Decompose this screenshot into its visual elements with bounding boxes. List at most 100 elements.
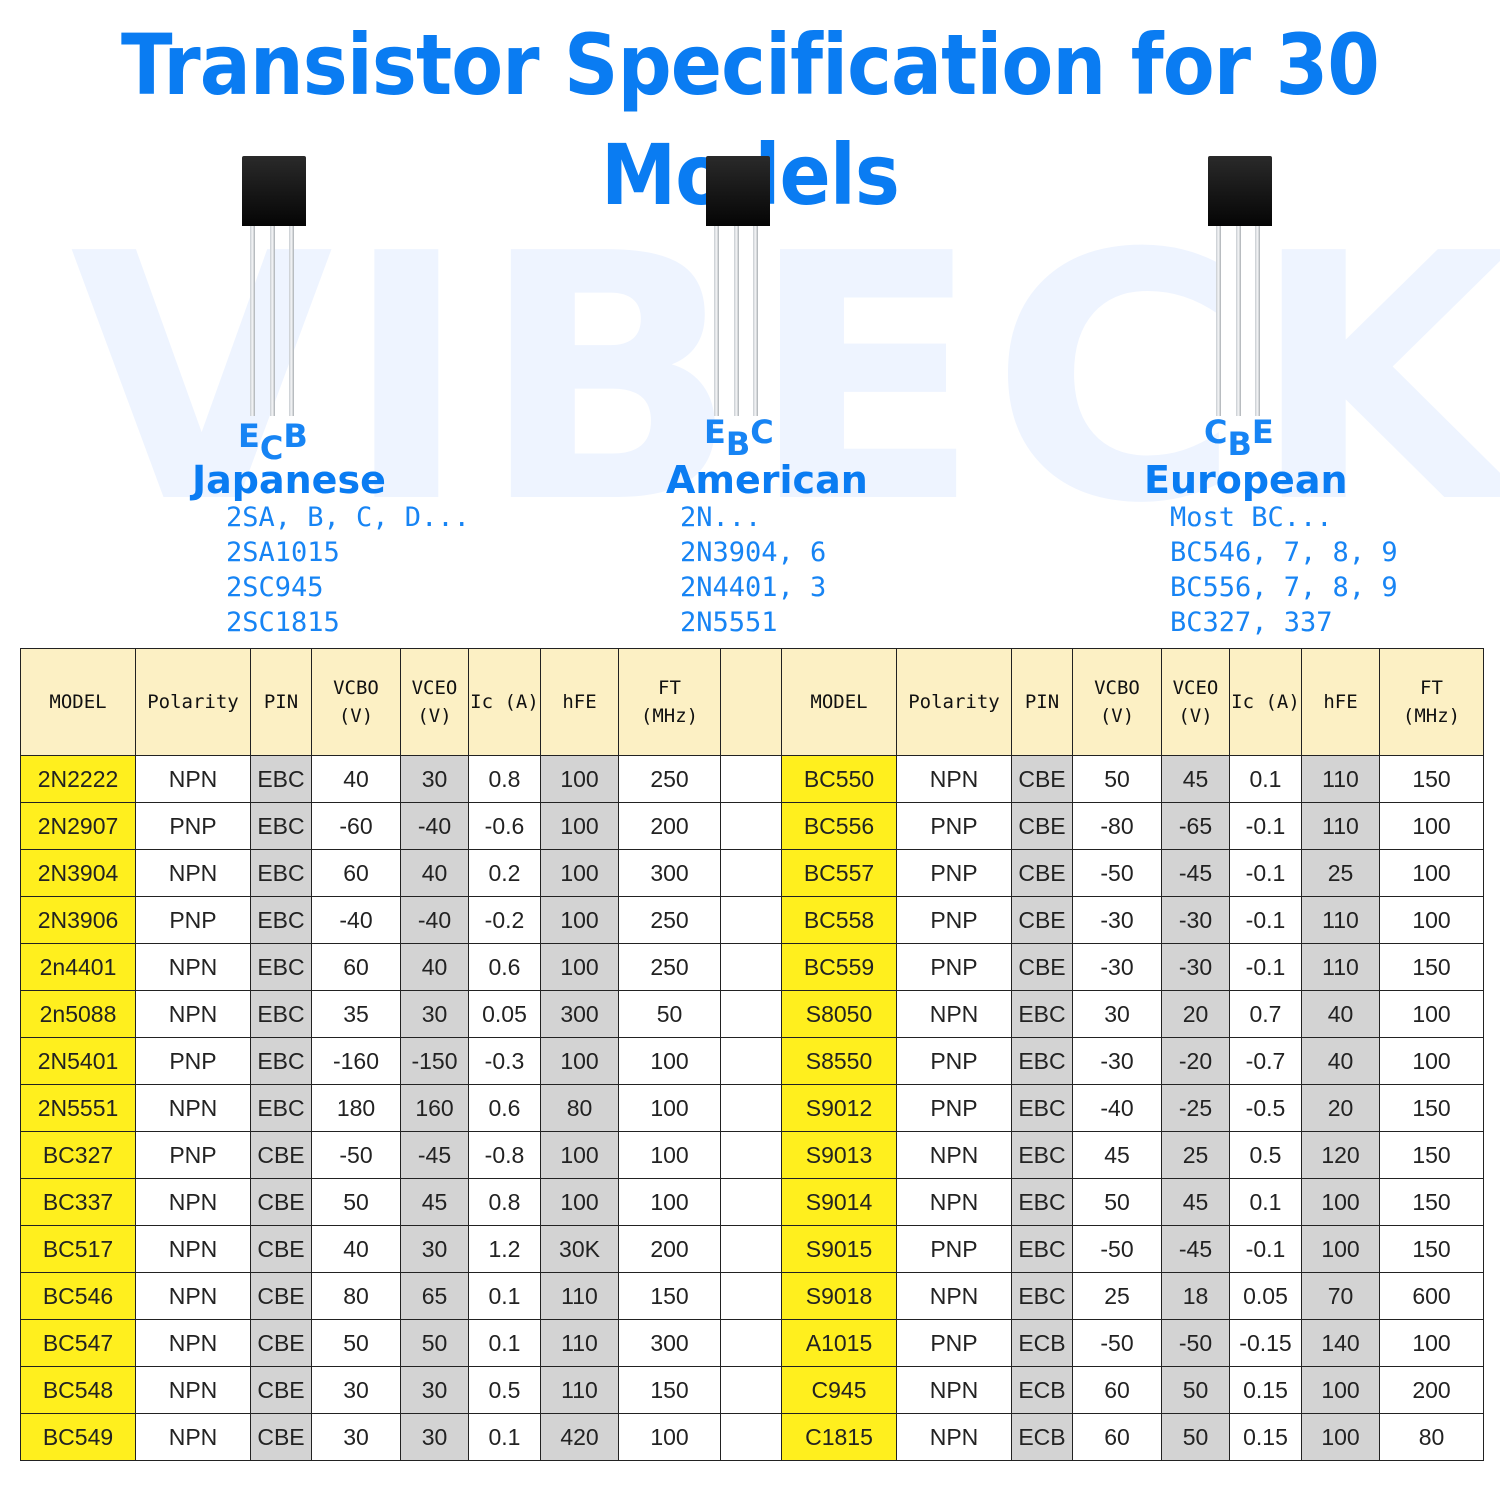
right-header-vcbo: VCBO (V) — [1072, 648, 1162, 756]
right-cell-pin: CBE — [1011, 896, 1073, 944]
right-cell-vcbo: 50 — [1072, 1178, 1162, 1226]
pin-order-label: CBE — [1204, 413, 1274, 463]
left-header-polarity: Polarity — [135, 648, 251, 756]
header-spacer — [720, 648, 782, 756]
row-spacer — [720, 802, 782, 850]
right-cell-model: BC557 — [781, 849, 897, 897]
watermark-logo: VIBECK — [70, 182, 1500, 578]
left-cell-polarity: NPN — [135, 1366, 251, 1414]
right-cell-hfe: 25 — [1301, 849, 1380, 897]
right-header-vceo: VCEO (V) — [1161, 648, 1230, 756]
right-cell-vcbo: -30 — [1072, 943, 1162, 991]
right-cell-polarity: NPN — [896, 1413, 1012, 1461]
right-cell-vceo: -30 — [1161, 943, 1230, 991]
right-cell-ft: 100 — [1379, 1319, 1484, 1367]
left-cell-ft: 100 — [618, 1413, 721, 1461]
right-cell-vcbo: -50 — [1072, 1319, 1162, 1367]
right-cell-vceo: 25 — [1161, 1131, 1230, 1179]
left-cell-ft: 50 — [618, 990, 721, 1038]
left-cell-polarity: PNP — [135, 1131, 251, 1179]
table-row: BC549 NPN CBE 30 30 0.1 420 100 C1815 NPN ECB 60 50 0… — [20, 1413, 1484, 1461]
left-cell-pin: EBC — [250, 802, 312, 850]
to92-transistor-icon — [1208, 156, 1278, 416]
left-cell-pin: EBC — [250, 990, 312, 1038]
left-header-hfe: hFE — [540, 648, 619, 756]
left-cell-hfe: 100 — [540, 1178, 619, 1226]
left-cell-ft: 200 — [618, 802, 721, 850]
right-cell-ft: 100 — [1379, 802, 1484, 850]
row-spacer — [720, 990, 782, 1038]
right-cell-vcbo: 45 — [1072, 1131, 1162, 1179]
right-header-hfe: hFE — [1301, 648, 1380, 756]
right-cell-ft: 100 — [1379, 896, 1484, 944]
left-cell-vceo: 50 — [400, 1319, 469, 1367]
left-cell-model: BC337 — [20, 1178, 136, 1226]
to92-transistor-icon — [242, 156, 312, 416]
left-cell-ic: 0.1 — [468, 1272, 541, 1320]
left-cell-model: 2N3904 — [20, 849, 136, 897]
right-cell-pin: ECB — [1011, 1366, 1073, 1414]
left-cell-vceo: -45 — [400, 1131, 469, 1179]
left-cell-pin: CBE — [250, 1272, 312, 1320]
left-cell-model: 2N2907 — [20, 802, 136, 850]
left-cell-ic: 0.05 — [468, 990, 541, 1038]
row-spacer — [720, 1413, 782, 1461]
left-cell-model: BC547 — [20, 1319, 136, 1367]
left-cell-vceo: -40 — [400, 896, 469, 944]
left-cell-ic: 0.6 — [468, 1084, 541, 1132]
right-cell-hfe: 120 — [1301, 1131, 1380, 1179]
right-cell-vcbo: -30 — [1072, 1037, 1162, 1085]
right-cell-polarity: NPN — [896, 1131, 1012, 1179]
left-cell-vcbo: 50 — [311, 1178, 401, 1226]
left-cell-pin: CBE — [250, 1178, 312, 1226]
left-cell-vcbo: 60 — [311, 943, 401, 991]
left-cell-polarity: PNP — [135, 896, 251, 944]
left-cell-ft: 100 — [618, 1131, 721, 1179]
right-cell-ic: 0.7 — [1229, 990, 1302, 1038]
pin-order-label: ECB — [238, 417, 308, 467]
row-spacer — [720, 1272, 782, 1320]
left-cell-vcbo: 180 — [311, 1084, 401, 1132]
left-cell-pin: EBC — [250, 943, 312, 991]
left-cell-ft: 150 — [618, 1366, 721, 1414]
right-cell-model: S9013 — [781, 1131, 897, 1179]
left-cell-polarity: NPN — [135, 755, 251, 803]
right-cell-pin: ECB — [1011, 1319, 1073, 1367]
left-cell-ft: 250 — [618, 755, 721, 803]
right-cell-hfe: 100 — [1301, 1413, 1380, 1461]
left-cell-vceo: 65 — [400, 1272, 469, 1320]
left-cell-model: 2N5401 — [20, 1037, 136, 1085]
left-cell-ic: 0.1 — [468, 1413, 541, 1461]
right-cell-vcbo: -50 — [1072, 1225, 1162, 1273]
table-row: 2n5088 NPN EBC 35 30 0.05 300 50 S8050 NPN EBC 30 20… — [20, 990, 1484, 1038]
right-header-ic: Ic (A) — [1229, 648, 1302, 756]
row-spacer — [720, 1084, 782, 1132]
left-cell-hfe: 110 — [540, 1272, 619, 1320]
right-cell-polarity: PNP — [896, 1037, 1012, 1085]
right-cell-pin: EBC — [1011, 1225, 1073, 1273]
left-cell-ic: -0.3 — [468, 1037, 541, 1085]
left-cell-polarity: PNP — [135, 802, 251, 850]
left-cell-vceo: 30 — [400, 1413, 469, 1461]
left-cell-model: BC548 — [20, 1366, 136, 1414]
left-cell-hfe: 100 — [540, 943, 619, 991]
left-cell-hfe: 100 — [540, 1037, 619, 1085]
right-cell-ic: 0.1 — [1229, 755, 1302, 803]
right-cell-model: S9018 — [781, 1272, 897, 1320]
left-cell-ft: 150 — [618, 1272, 721, 1320]
left-cell-ic: -0.6 — [468, 802, 541, 850]
table-row: 2N3906 PNP EBC -40 -40 -0.2 100 250 BC558 PNP CBE -… — [20, 896, 1484, 944]
right-cell-ic: -0.5 — [1229, 1084, 1302, 1132]
left-cell-ic: 1.2 — [468, 1225, 541, 1273]
right-cell-ft: 600 — [1379, 1272, 1484, 1320]
right-cell-pin: CBE — [1011, 755, 1073, 803]
right-cell-ic: -0.15 — [1229, 1319, 1302, 1367]
right-cell-vcbo: -40 — [1072, 1084, 1162, 1132]
row-spacer — [720, 1319, 782, 1367]
right-header-ft: FT (MHz) — [1379, 648, 1484, 756]
right-cell-model: BC559 — [781, 943, 897, 991]
right-cell-polarity: PNP — [896, 896, 1012, 944]
right-cell-model: BC550 — [781, 755, 897, 803]
american-group: EBC American 2N... 2N3904, 6 2N4401, 3 2N55… — [666, 150, 986, 640]
left-cell-vcbo: 30 — [311, 1413, 401, 1461]
